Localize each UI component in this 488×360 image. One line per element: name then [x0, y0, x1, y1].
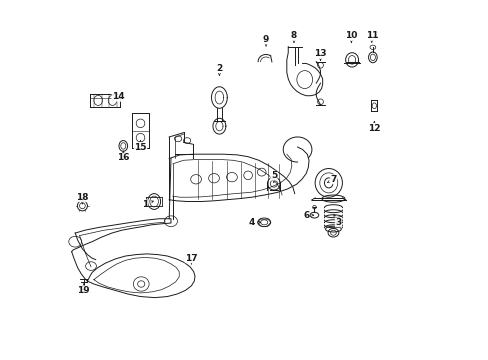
Text: 17: 17 — [185, 254, 197, 263]
Text: 5: 5 — [270, 171, 277, 180]
Text: 15: 15 — [134, 143, 146, 152]
Text: 4: 4 — [248, 218, 254, 227]
Text: 11: 11 — [365, 31, 377, 40]
Text: 8: 8 — [290, 31, 297, 40]
Text: 7: 7 — [329, 175, 336, 184]
Text: 9: 9 — [262, 35, 269, 44]
Text: 12: 12 — [367, 123, 380, 132]
Text: 19: 19 — [78, 286, 90, 295]
Text: 6: 6 — [303, 211, 309, 220]
Text: 1: 1 — [142, 200, 148, 209]
Text: 18: 18 — [76, 193, 88, 202]
Text: 13: 13 — [314, 49, 326, 58]
Text: 3: 3 — [335, 218, 341, 227]
Text: 14: 14 — [112, 92, 124, 101]
Text: 2: 2 — [216, 64, 222, 73]
Text: 16: 16 — [117, 153, 129, 162]
Text: 10: 10 — [345, 31, 357, 40]
